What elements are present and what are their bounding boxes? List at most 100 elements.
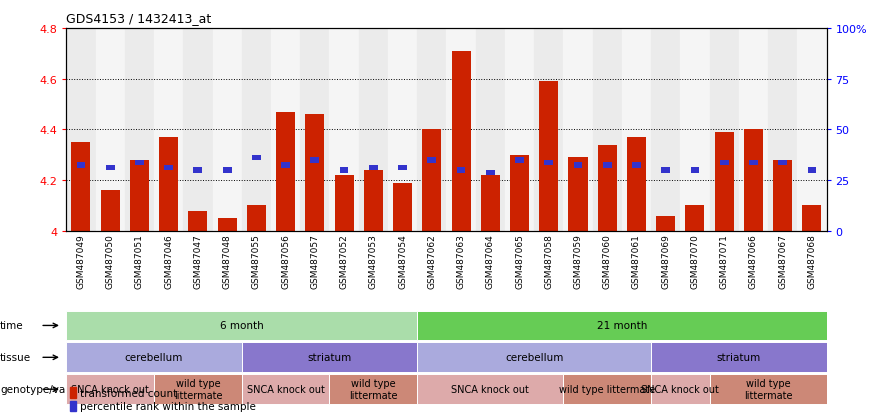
Bar <box>710 374 827 404</box>
Bar <box>568 158 588 231</box>
Bar <box>223 168 232 173</box>
Bar <box>510 155 529 231</box>
Text: SNCA knock out: SNCA knock out <box>642 384 720 394</box>
Bar <box>661 168 670 173</box>
Text: percentile rank within the sample: percentile rank within the sample <box>80 401 255 411</box>
Bar <box>70 387 76 398</box>
Bar <box>774 160 792 231</box>
Bar <box>486 170 495 176</box>
Bar <box>808 168 816 173</box>
Bar <box>72 143 90 231</box>
Bar <box>803 206 821 231</box>
Bar <box>364 171 383 231</box>
Bar <box>388 29 417 231</box>
Bar <box>563 374 652 404</box>
Bar <box>247 206 266 231</box>
Bar <box>241 29 271 231</box>
Bar <box>545 160 553 166</box>
Bar <box>681 29 710 231</box>
Bar <box>252 155 261 161</box>
Bar <box>66 29 95 231</box>
Bar <box>720 160 728 166</box>
Bar <box>95 29 125 231</box>
Text: tissue: tissue <box>0 352 31 363</box>
Text: wild type littermate: wild type littermate <box>559 384 655 394</box>
Text: 6 month: 6 month <box>220 320 263 331</box>
Bar <box>428 158 436 163</box>
Bar <box>685 206 705 231</box>
Bar <box>481 176 499 231</box>
Text: genotype/variation: genotype/variation <box>0 384 99 394</box>
Bar <box>505 29 534 231</box>
Text: SNCA knock out: SNCA knock out <box>72 384 149 394</box>
Bar <box>101 191 119 231</box>
Bar <box>106 165 115 171</box>
Bar <box>476 29 505 231</box>
Bar <box>515 158 524 163</box>
Bar <box>744 130 763 231</box>
Bar <box>164 165 173 171</box>
Bar <box>714 133 734 231</box>
Bar <box>797 29 827 231</box>
Bar <box>310 158 319 163</box>
Text: wild type
littermate: wild type littermate <box>173 378 222 400</box>
Text: GDS4153 / 1432413_at: GDS4153 / 1432413_at <box>66 12 211 25</box>
Bar <box>417 29 446 231</box>
Text: striatum: striatum <box>717 352 761 363</box>
Bar <box>241 343 417 373</box>
Text: time: time <box>0 320 24 331</box>
Bar <box>417 343 652 373</box>
Bar <box>603 163 612 168</box>
Text: SNCA knock out: SNCA knock out <box>247 384 324 394</box>
Bar <box>77 163 86 168</box>
Bar <box>768 29 797 231</box>
Bar <box>217 218 237 231</box>
Bar <box>457 168 466 173</box>
Bar <box>125 29 154 231</box>
Bar <box>574 163 583 168</box>
Bar <box>710 29 739 231</box>
Text: 21 month: 21 month <box>597 320 647 331</box>
Bar <box>135 160 144 166</box>
Bar <box>339 168 348 173</box>
Bar <box>656 216 675 231</box>
Bar <box>66 374 154 404</box>
Bar <box>423 130 441 231</box>
Bar <box>393 183 412 231</box>
Bar <box>563 29 592 231</box>
Bar <box>330 374 417 404</box>
Text: cerebellum: cerebellum <box>505 352 563 363</box>
Bar <box>159 138 179 231</box>
Bar <box>66 343 241 373</box>
Bar <box>154 29 183 231</box>
Bar <box>241 374 330 404</box>
Bar <box>417 374 563 404</box>
Text: transformed count: transformed count <box>80 388 177 398</box>
Bar <box>652 374 710 404</box>
Bar <box>301 29 330 231</box>
Bar <box>334 176 354 231</box>
Bar <box>183 29 212 231</box>
Bar <box>452 52 470 231</box>
Bar <box>330 29 359 231</box>
Text: striatum: striatum <box>308 352 352 363</box>
Text: cerebellum: cerebellum <box>125 352 183 363</box>
Text: wild type
littermate: wild type littermate <box>349 378 398 400</box>
Bar <box>652 343 827 373</box>
Bar <box>652 29 681 231</box>
Bar <box>632 163 641 168</box>
Bar <box>154 374 241 404</box>
Text: wild type
littermate: wild type littermate <box>743 378 792 400</box>
Bar <box>188 211 208 231</box>
Bar <box>212 29 241 231</box>
Bar <box>539 82 559 231</box>
Bar <box>398 165 407 171</box>
Bar <box>359 29 388 231</box>
Bar <box>627 138 646 231</box>
Bar <box>130 160 149 231</box>
Bar <box>778 160 787 166</box>
Bar <box>446 29 476 231</box>
Bar <box>592 29 621 231</box>
Bar <box>598 145 617 231</box>
Bar <box>534 29 563 231</box>
